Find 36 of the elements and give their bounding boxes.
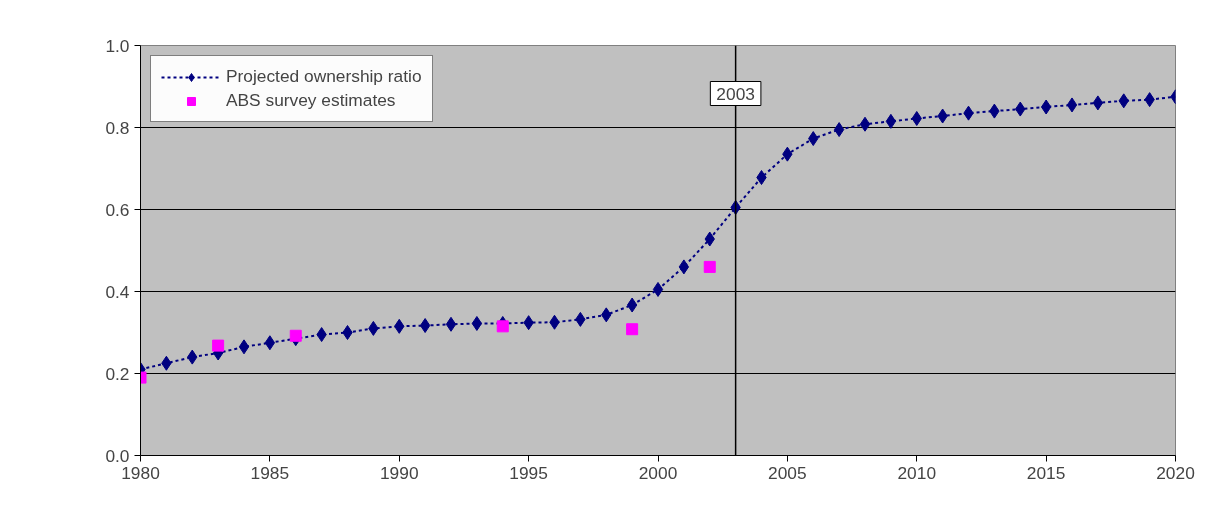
x-tick-label: 2005 xyxy=(768,462,807,483)
point xyxy=(445,316,457,332)
point xyxy=(885,113,897,129)
point xyxy=(652,281,664,297)
point xyxy=(1040,99,1052,115)
y-tick-label: 0.4 xyxy=(105,281,130,302)
y-tick-label: 0.2 xyxy=(105,363,130,384)
point xyxy=(626,297,638,313)
x-tick-label: 2010 xyxy=(897,462,937,483)
x-tick-label: 1985 xyxy=(250,462,290,483)
x-tick-label: 2015 xyxy=(1026,462,1066,483)
x-tick-label: 2020 xyxy=(1156,462,1195,483)
point xyxy=(471,315,483,331)
point xyxy=(703,260,716,273)
x-tick-label: 1990 xyxy=(379,462,419,483)
point xyxy=(1066,97,1078,113)
y-tick-label: 0.8 xyxy=(105,117,130,138)
point xyxy=(238,339,250,355)
point xyxy=(1092,95,1104,111)
point xyxy=(678,259,690,275)
y-tick-label: 0.6 xyxy=(105,199,130,220)
y-tick-label: 1.0 xyxy=(105,35,130,56)
point xyxy=(264,335,276,351)
x-tick-label: 1995 xyxy=(509,462,548,483)
point xyxy=(342,325,353,340)
point xyxy=(859,116,871,132)
point xyxy=(419,318,431,334)
point xyxy=(212,339,225,352)
ref-line-label: 2003 xyxy=(716,83,755,104)
point xyxy=(289,329,302,342)
legend-label: ABS survey estimates xyxy=(226,90,396,111)
legend-label: Projected ownership ratio xyxy=(226,66,422,87)
x-tick-label: 2000 xyxy=(638,462,678,483)
point xyxy=(496,320,509,333)
point xyxy=(626,323,639,336)
point xyxy=(833,122,845,138)
